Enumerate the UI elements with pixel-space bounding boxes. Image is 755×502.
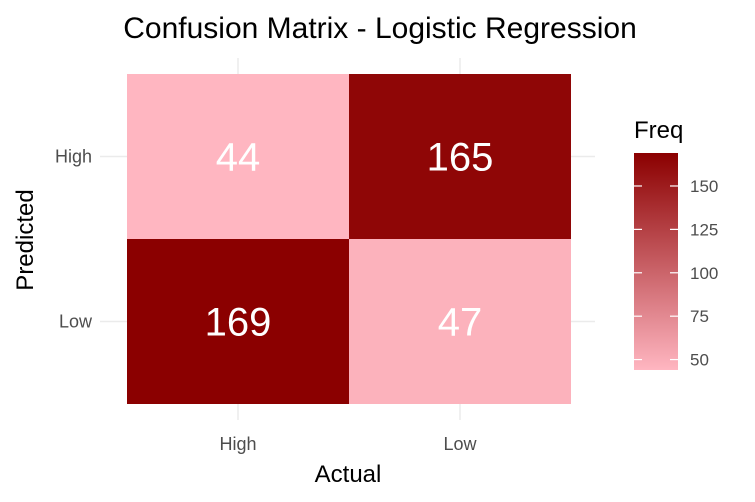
y-axis-ticks: High Low bbox=[55, 147, 93, 332]
color-legend: Freq 50 75 100 125 150 bbox=[634, 117, 718, 370]
x-tick-label: High bbox=[219, 434, 256, 454]
cell-value-label: 44 bbox=[216, 136, 261, 180]
x-tick-label: Low bbox=[443, 434, 477, 454]
legend-title: Freq bbox=[634, 117, 683, 144]
legend-tick-label: 100 bbox=[690, 264, 718, 283]
legend-colorbar bbox=[634, 153, 678, 370]
y-axis-title: Predicted bbox=[12, 189, 39, 290]
heatmap-cell-high-low bbox=[349, 74, 571, 239]
legend-tick-label: 50 bbox=[690, 351, 709, 370]
legend-tick-label: 150 bbox=[690, 177, 718, 196]
cell-value-label: 165 bbox=[427, 136, 494, 180]
legend-tick-label: 125 bbox=[690, 220, 718, 239]
cell-value-label: 169 bbox=[205, 301, 272, 345]
heatmap-cell-high-high bbox=[127, 74, 349, 239]
cell-value-label: 47 bbox=[438, 301, 483, 345]
heatmap-cell-low-high bbox=[127, 239, 349, 404]
heatmap-cell-low-low bbox=[349, 239, 571, 404]
y-tick-label: High bbox=[55, 147, 92, 167]
cell-labels: 44 165 169 47 bbox=[205, 136, 494, 345]
legend-tick-label: 75 bbox=[690, 307, 709, 326]
x-axis-title: Actual bbox=[315, 461, 382, 488]
chart-title: Confusion Matrix - Logistic Regression bbox=[123, 12, 637, 45]
legend-ticks: 50 75 100 125 150 bbox=[634, 177, 718, 370]
x-axis-ticks: High Low bbox=[219, 434, 477, 454]
heatmap-cells bbox=[127, 74, 571, 404]
y-tick-label: Low bbox=[59, 312, 93, 332]
